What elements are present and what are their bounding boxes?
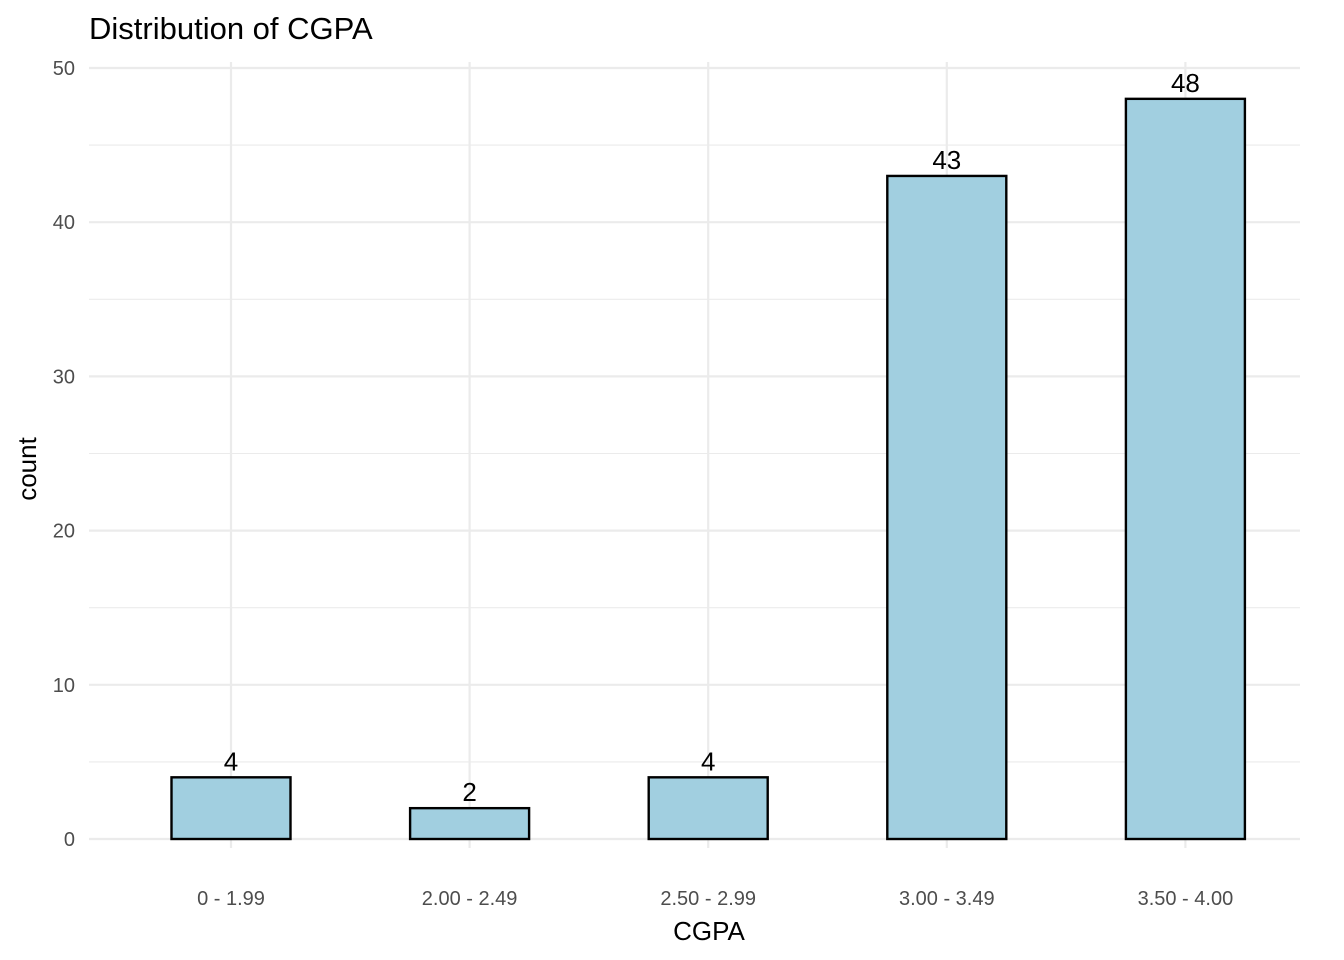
x-axis-ticks: 0 - 1.99 2.00 - 2.49 2.50 - 2.99 3.00 - 3.4…: [197, 888, 1233, 910]
chart-title: Distribution of CGPA: [89, 11, 373, 46]
bar: [647, 776, 769, 841]
bar-data-label: 4: [701, 746, 715, 776]
y-tick-label: 30: [53, 366, 75, 388]
bar: [886, 174, 1008, 841]
x-axis-title: CGPA: [673, 916, 745, 946]
bar-data-label: 48: [1171, 68, 1200, 98]
y-tick-label: 20: [53, 521, 75, 543]
y-tick-label: 0: [64, 829, 75, 851]
bar-labels: 4 2 4 43 48: [224, 68, 1200, 807]
grid: [89, 62, 1300, 848]
bar: [408, 806, 531, 841]
x-tick-label: 0 - 1.99: [197, 888, 265, 910]
x-tick-label: 3.50 - 4.00: [1138, 888, 1234, 910]
x-tick-label: 2.00 - 2.49: [422, 888, 518, 910]
x-tick-label: 3.00 - 3.49: [899, 888, 995, 910]
bars: [170, 97, 1247, 841]
bar: [1124, 97, 1247, 841]
bar-data-label: 2: [462, 777, 476, 807]
y-tick-label: 50: [53, 58, 75, 80]
y-tick-label: 10: [53, 675, 75, 697]
y-tick-label: 40: [53, 212, 75, 234]
bar-data-label: 43: [932, 145, 961, 175]
x-tick-label: 2.50 - 2.99: [660, 888, 756, 910]
bar: [170, 776, 292, 841]
y-axis-title: count: [12, 436, 42, 500]
y-axis-ticks: 0 10 20 30 40 50: [53, 58, 75, 851]
bar-data-label: 4: [224, 746, 238, 776]
